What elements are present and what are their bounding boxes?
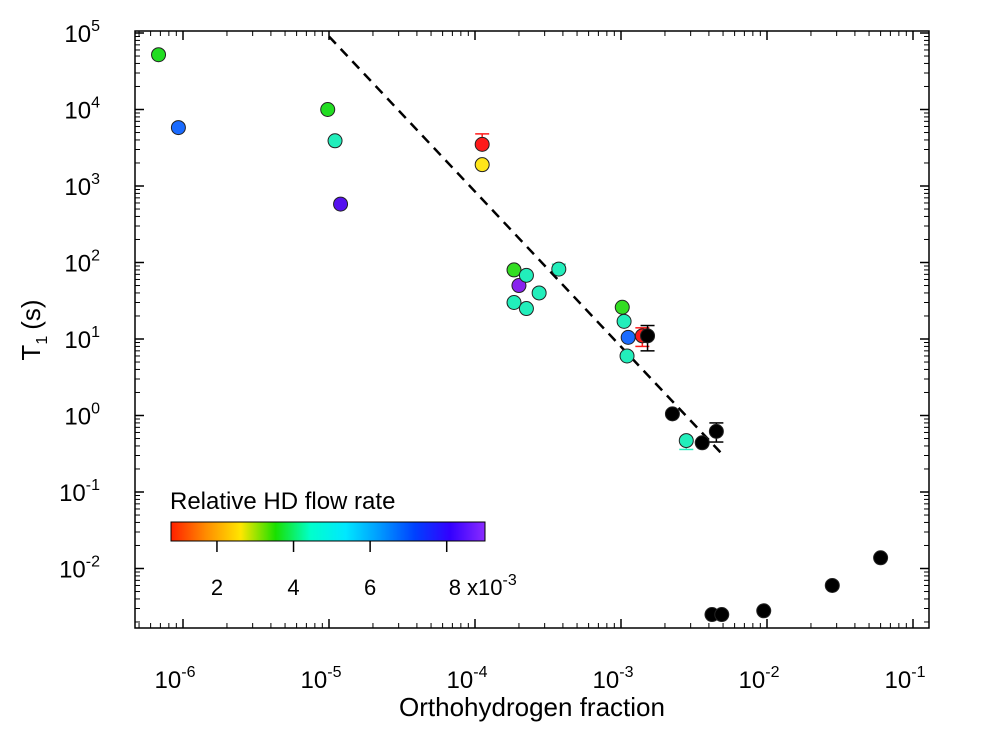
x-tick-base: 10 [739, 667, 766, 694]
y-tick-label: 101 [64, 324, 100, 354]
data-point [756, 603, 772, 619]
y-tick-base: 10 [59, 480, 86, 507]
colorbar-tick-text: 4 [287, 575, 299, 600]
x-tick-label: 10-2 [739, 664, 780, 694]
colorbar-ticks: 2 4 6 8 x10-3 [211, 541, 517, 600]
x-tick-base: 10 [593, 667, 620, 694]
data-point [511, 278, 527, 294]
colorbar-tick-text: 2 [211, 575, 223, 600]
colorbar: Relative HD flow rate 2 4 6 8 x10-3 [170, 488, 517, 600]
y-tick-label: 100 [64, 401, 100, 431]
x-tick-label: 10-1 [885, 664, 926, 694]
y-tick-base: 10 [64, 174, 91, 201]
y-tick-exponent: 2 [91, 248, 100, 265]
colorbar-tick-label: 8 x10-3 [449, 572, 517, 600]
y-tick-label: 104 [64, 95, 100, 125]
y-tick-exponent: -2 [86, 554, 100, 571]
x-tick-exponent: -4 [473, 664, 487, 681]
y-tick-label: 102 [64, 248, 100, 278]
x-tick-base: 10 [155, 667, 182, 694]
error-bars [475, 133, 724, 451]
data-point [320, 102, 336, 117]
x-tick-exponent: -3 [619, 664, 633, 681]
data-point [506, 295, 522, 311]
data-point [518, 267, 534, 283]
data-point [640, 328, 656, 344]
y-axis-title-main: T [16, 345, 46, 361]
y-tick-base: 10 [64, 21, 91, 48]
data-point [664, 406, 680, 422]
data-point [694, 435, 710, 451]
data-point [327, 133, 343, 149]
data-point [616, 313, 632, 329]
data-point [678, 433, 694, 449]
y-tick-exponent: 1 [91, 324, 100, 341]
data-point [708, 423, 724, 439]
data-point [506, 262, 522, 278]
y-tick-exponent: 4 [91, 95, 100, 112]
colorbar-title: Relative HD flow rate [170, 488, 395, 515]
y-axis-title: T1 (s) [16, 299, 51, 360]
data-point [333, 196, 349, 212]
y-tick-exponent: 0 [91, 401, 100, 418]
y-axis-title-subscript: 1 [34, 336, 51, 345]
minor-ticks [135, 31, 929, 628]
data-point [170, 120, 186, 136]
colorbar-tick-label: 6 [364, 575, 376, 600]
colorbar-tick-exponent: -3 [503, 572, 517, 589]
x-tick-labels: 10-6 10-5 10-4 10-3 10-2 10-1 [155, 664, 926, 694]
data-point [619, 348, 635, 364]
colorbar-gradient [170, 521, 486, 542]
x-tick-exponent: -2 [765, 664, 779, 681]
y-tick-base: 10 [64, 327, 91, 354]
y-axis-title-unit: (s) [16, 299, 46, 329]
data-point [824, 577, 840, 593]
data-point [551, 261, 567, 277]
x-tick-label: 10-6 [155, 664, 196, 694]
x-tick-label: 10-5 [301, 664, 342, 694]
data-point [714, 607, 730, 623]
data-point [474, 157, 490, 173]
y-tick-exponent: 3 [91, 171, 100, 188]
x-tick-base: 10 [447, 667, 474, 694]
y-tick-base: 10 [64, 251, 91, 278]
y-tick-label: 10-2 [59, 554, 100, 584]
x-axis-title: Orthohydrogen fraction [399, 692, 665, 722]
y-tick-base: 10 [64, 98, 91, 125]
x-tick-exponent: -1 [911, 664, 925, 681]
fit-line-layer [328, 35, 722, 454]
plot-frame [134, 30, 930, 629]
fit-line [328, 35, 722, 454]
x-tick-label: 10-4 [447, 664, 488, 694]
data-point [518, 301, 534, 317]
y-tick-label: 10-1 [59, 477, 100, 507]
y-tick-label: 105 [64, 18, 100, 48]
y-tick-exponent: 5 [91, 18, 100, 35]
data-point [614, 299, 630, 315]
colorbar-tick-text: 6 [364, 575, 376, 600]
x-tick-base: 10 [885, 667, 912, 694]
x-tick-label: 10-3 [593, 664, 634, 694]
colorbar-tick-text: 8 x10 [449, 575, 503, 600]
data-points [151, 47, 889, 623]
colorbar-tick-label: 4 [287, 575, 299, 600]
data-point [151, 47, 167, 63]
y-tick-base: 10 [59, 557, 86, 584]
x-tick-exponent: -6 [181, 664, 195, 681]
y-tick-base: 10 [64, 404, 91, 431]
x-tick-base: 10 [301, 667, 328, 694]
data-point [474, 136, 490, 152]
data-point [531, 285, 547, 301]
y-tick-label: 103 [64, 171, 100, 201]
x-tick-exponent: -5 [327, 664, 341, 681]
data-point [873, 550, 889, 566]
colorbar-tick-label: 2 [211, 575, 223, 600]
data-point [620, 329, 636, 345]
major-ticks [135, 31, 929, 628]
y-tick-exponent: -1 [86, 477, 100, 494]
